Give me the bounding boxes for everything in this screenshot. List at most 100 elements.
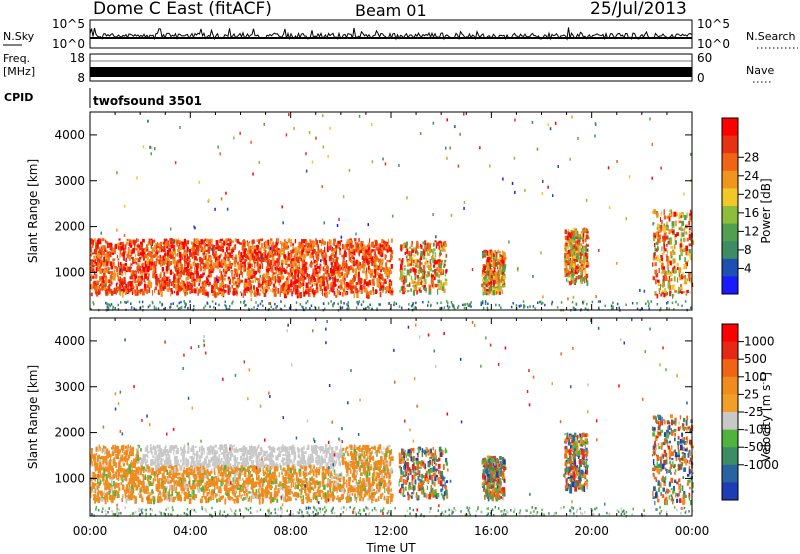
echo-point xyxy=(673,258,676,264)
echo-point xyxy=(217,256,220,260)
echo-point xyxy=(177,259,179,262)
echo-point xyxy=(661,290,664,293)
echo-point xyxy=(264,241,267,248)
echo-point xyxy=(494,253,497,260)
echo-point xyxy=(193,448,195,453)
echo-point xyxy=(291,249,295,253)
echo-point xyxy=(224,448,228,454)
echo-point xyxy=(195,238,199,245)
echo-point xyxy=(575,258,579,262)
echo-point xyxy=(290,271,293,277)
nave-label: Nave xyxy=(746,64,774,77)
echo-point xyxy=(580,247,583,253)
echo-point xyxy=(391,289,394,294)
echo-point xyxy=(490,286,493,291)
echo-point xyxy=(135,254,137,258)
echo-point xyxy=(215,282,218,289)
echo-point xyxy=(195,272,198,275)
echo-point xyxy=(439,267,443,272)
echo-point xyxy=(339,250,342,255)
echo-point xyxy=(236,291,238,295)
echo-point xyxy=(390,497,393,503)
echo-point xyxy=(688,220,691,226)
echo-point xyxy=(197,288,201,294)
echo-point xyxy=(668,229,672,234)
echo-point xyxy=(313,283,316,286)
echo-point xyxy=(139,457,142,460)
echo-point xyxy=(349,257,352,263)
echo-point xyxy=(492,253,495,257)
echo-point xyxy=(321,481,323,487)
echo-point xyxy=(141,251,143,257)
echo-point xyxy=(153,239,156,243)
power-ylabel: Slant Range [km] xyxy=(26,159,40,263)
echo-point xyxy=(671,301,674,305)
echo-point xyxy=(158,250,160,254)
echo-point xyxy=(284,239,286,242)
echo-point xyxy=(93,255,96,261)
echo-point xyxy=(168,280,171,286)
echo-point xyxy=(369,238,371,243)
echo-point xyxy=(330,283,333,288)
echo-point xyxy=(310,263,313,268)
echo-point xyxy=(380,247,384,254)
echo-point xyxy=(169,306,171,309)
echo-point xyxy=(573,271,575,274)
echo-point xyxy=(236,293,238,297)
echo-point xyxy=(420,253,422,259)
echo-point xyxy=(119,242,122,245)
echo-point xyxy=(428,272,430,277)
echo-point xyxy=(413,286,417,292)
echo-point xyxy=(300,492,303,496)
echo-point xyxy=(370,256,374,262)
echo-point xyxy=(355,282,358,285)
echo-point xyxy=(292,481,295,488)
echo-point xyxy=(176,270,179,275)
echo-point xyxy=(203,306,205,310)
echo-point xyxy=(660,293,663,297)
echo-point xyxy=(108,255,110,260)
echo-point xyxy=(443,242,445,247)
echo-point xyxy=(203,245,206,250)
echo-point xyxy=(154,249,156,252)
echo-point xyxy=(417,252,420,256)
echo-point xyxy=(104,267,108,272)
echo-point xyxy=(211,248,213,252)
echo-point xyxy=(353,249,355,253)
echo-point xyxy=(434,240,437,243)
echo-point xyxy=(673,244,676,250)
echo-point xyxy=(232,300,234,303)
echo-point xyxy=(110,281,113,285)
echo-point xyxy=(429,304,432,308)
echo-point xyxy=(668,215,671,222)
echo-point xyxy=(276,266,278,271)
echo-point xyxy=(128,242,131,246)
echo-point xyxy=(260,238,264,242)
echo-point xyxy=(328,457,331,463)
echo-point xyxy=(411,256,413,262)
echo-point xyxy=(130,302,132,305)
echo-point xyxy=(330,300,332,303)
echo-point xyxy=(256,239,259,242)
echo-point xyxy=(345,271,349,276)
echo-point xyxy=(512,302,514,305)
echo-point xyxy=(197,262,199,269)
echo-point xyxy=(681,287,683,291)
echo-point xyxy=(239,242,243,245)
echo-point xyxy=(153,261,156,266)
echo-point xyxy=(95,285,98,291)
echo-point xyxy=(313,270,316,277)
echo-point xyxy=(92,242,94,248)
echo-point xyxy=(281,262,284,267)
echo-point xyxy=(686,278,688,282)
echo-point xyxy=(197,292,199,296)
echo-point xyxy=(135,462,139,465)
echo-point xyxy=(372,282,375,286)
echo-point xyxy=(382,258,384,263)
echo-point xyxy=(299,455,301,460)
echo-point xyxy=(280,300,282,303)
echo-point xyxy=(332,466,335,473)
echo-point xyxy=(386,446,389,451)
echo-point xyxy=(422,265,426,271)
